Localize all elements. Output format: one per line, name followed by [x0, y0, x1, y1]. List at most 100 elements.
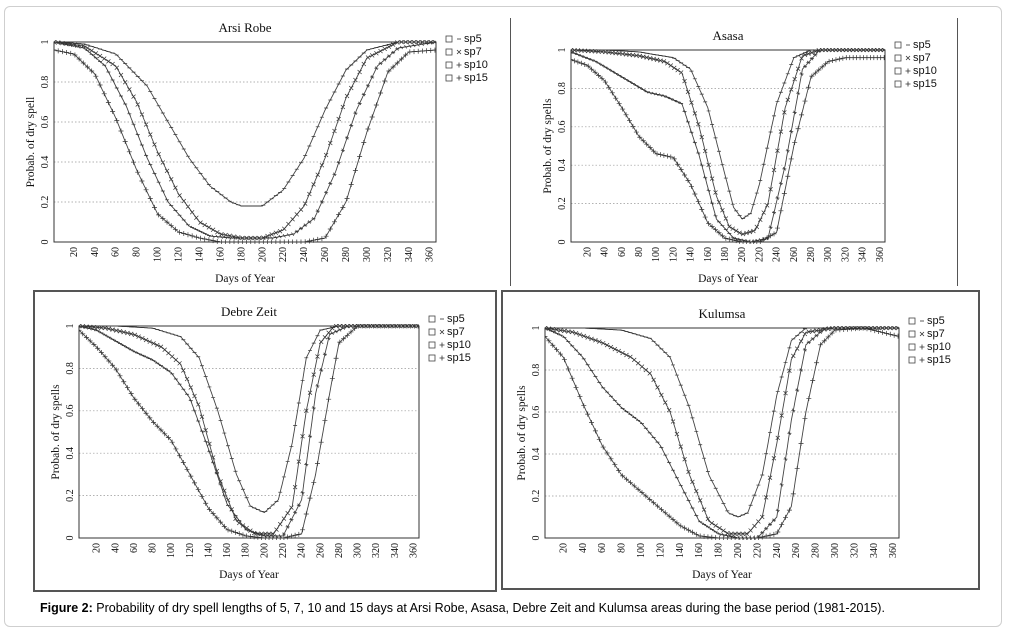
- legend-checkbox-icon: [428, 354, 436, 362]
- x-tick-label: 80: [634, 247, 645, 257]
- legend-marker-icon: [439, 342, 445, 348]
- x-tick-label: 300: [362, 247, 373, 262]
- y-tick-label: 0.4: [40, 156, 51, 169]
- x-tick-label: 180: [720, 247, 731, 262]
- chart-title: Kulumsa: [699, 306, 746, 321]
- legend-checkbox-icon: [908, 317, 916, 325]
- chart-title: Debre Zeit: [221, 304, 277, 319]
- legend-label: sp10: [464, 59, 488, 71]
- series-line: [54, 41, 436, 239]
- caption-label: Figure 2:: [40, 601, 93, 615]
- series-line: [571, 49, 885, 235]
- x-tick-label: 220: [278, 247, 289, 262]
- legend-checkbox-icon: [428, 341, 436, 349]
- x-tick-label: 360: [888, 543, 899, 558]
- series-sp5: [545, 327, 899, 518]
- plot-area: [570, 49, 886, 243]
- x-tick-label: 80: [617, 543, 628, 553]
- x-tick-label: 220: [278, 543, 289, 558]
- x-tick-label: 340: [404, 247, 415, 262]
- legend-label: sp15: [913, 78, 937, 90]
- x-tick-label: 120: [655, 543, 666, 558]
- x-tick-label: 320: [840, 247, 851, 262]
- x-tick-label: 360: [875, 247, 886, 262]
- series-sp15: [571, 55, 885, 244]
- figure-frame: [4, 6, 1002, 627]
- x-tick-label: 280: [341, 247, 352, 262]
- x-tick-label: 280: [334, 543, 345, 558]
- series-markers: [79, 324, 419, 537]
- legend-label: sp7: [927, 328, 945, 340]
- series-sp15: [54, 47, 436, 244]
- y-tick-label: 0.4: [531, 448, 542, 461]
- x-tick-label: 340: [869, 543, 880, 558]
- x-tick-label: 80: [132, 247, 143, 257]
- y-tick-label: 1: [65, 324, 76, 329]
- series-markers: [571, 55, 885, 244]
- series-markers: [54, 40, 436, 240]
- x-tick-label: 200: [733, 543, 744, 558]
- x-tick-label: 140: [686, 247, 697, 262]
- series-sp7: [571, 48, 885, 237]
- x-tick-label: 80: [148, 543, 159, 553]
- y-tick-label: 0.4: [65, 447, 76, 460]
- y-tick-label: 0.6: [40, 116, 51, 129]
- legend-checkbox-icon: [445, 48, 453, 56]
- legend-marker-icon: [919, 344, 925, 350]
- x-tick-label: 320: [849, 543, 860, 558]
- x-tick-label: 100: [166, 543, 177, 558]
- legend-label: sp10: [913, 65, 937, 77]
- series-sp10: [54, 40, 436, 240]
- x-tick-label: 60: [129, 543, 140, 553]
- chart-panel-debre-zeit: Debre Zeit 0 0.2 0.4 0.6 0.8 1 20 40 60 80 100 120 14…: [33, 290, 497, 592]
- legend-checkbox-icon: [908, 343, 916, 351]
- legend-checkbox-icon: [894, 41, 902, 49]
- x-tick-label: 300: [823, 247, 834, 262]
- series-markers: [571, 48, 885, 237]
- legend-label: sp15: [464, 72, 488, 84]
- x-tick-label: 220: [752, 543, 763, 558]
- legend-label: sp7: [447, 326, 465, 338]
- series-markers: [79, 324, 419, 540]
- legend-checkbox-icon: [894, 67, 902, 75]
- chart-title: Arsi Robe: [218, 20, 271, 35]
- series-line: [54, 41, 436, 207]
- chart-panel-arsi-robe: Arsi Robe 0 0.2 0.4 0.6 0.8 1 20 40 60 80 100 120 140…: [8, 10, 508, 292]
- x-axis-label: Days of Year: [219, 569, 279, 581]
- x-tick-label: 100: [153, 247, 164, 262]
- plot-area: [53, 41, 437, 243]
- plot-area: [544, 327, 900, 539]
- series-sp10: [571, 48, 885, 244]
- x-tick-label: 300: [830, 543, 841, 558]
- legend-label: sp15: [447, 352, 471, 364]
- x-tick-label: 340: [858, 247, 869, 262]
- series-sp7: [79, 324, 419, 537]
- y-tick-label: 0.2: [557, 197, 568, 210]
- x-tick-label: 200: [737, 247, 748, 262]
- x-tick-label: 20: [558, 543, 569, 553]
- legend-marker-icon: [919, 331, 925, 337]
- x-tick-label: 100: [636, 543, 647, 558]
- y-tick-label: 0.6: [531, 406, 542, 419]
- x-tick-label: 220: [754, 247, 765, 262]
- legend-marker-icon: [439, 329, 445, 335]
- legend-marker-icon: [919, 357, 925, 363]
- y-tick-label: 0.2: [40, 196, 51, 209]
- legend-checkbox-icon: [908, 330, 916, 338]
- x-tick-label: 200: [259, 543, 270, 558]
- series-markers: [79, 324, 419, 538]
- legend-label: sp10: [447, 339, 471, 351]
- y-tick-label: 0.2: [65, 489, 76, 502]
- y-axis-label: Probab. of dry spells: [542, 98, 554, 194]
- x-tick-label: 60: [617, 247, 628, 257]
- x-tick-label: 340: [390, 543, 401, 558]
- x-tick-label: 20: [69, 247, 80, 257]
- legend-label: sp7: [913, 52, 931, 64]
- x-tick-label: 180: [236, 247, 247, 262]
- series-markers: [545, 327, 899, 517]
